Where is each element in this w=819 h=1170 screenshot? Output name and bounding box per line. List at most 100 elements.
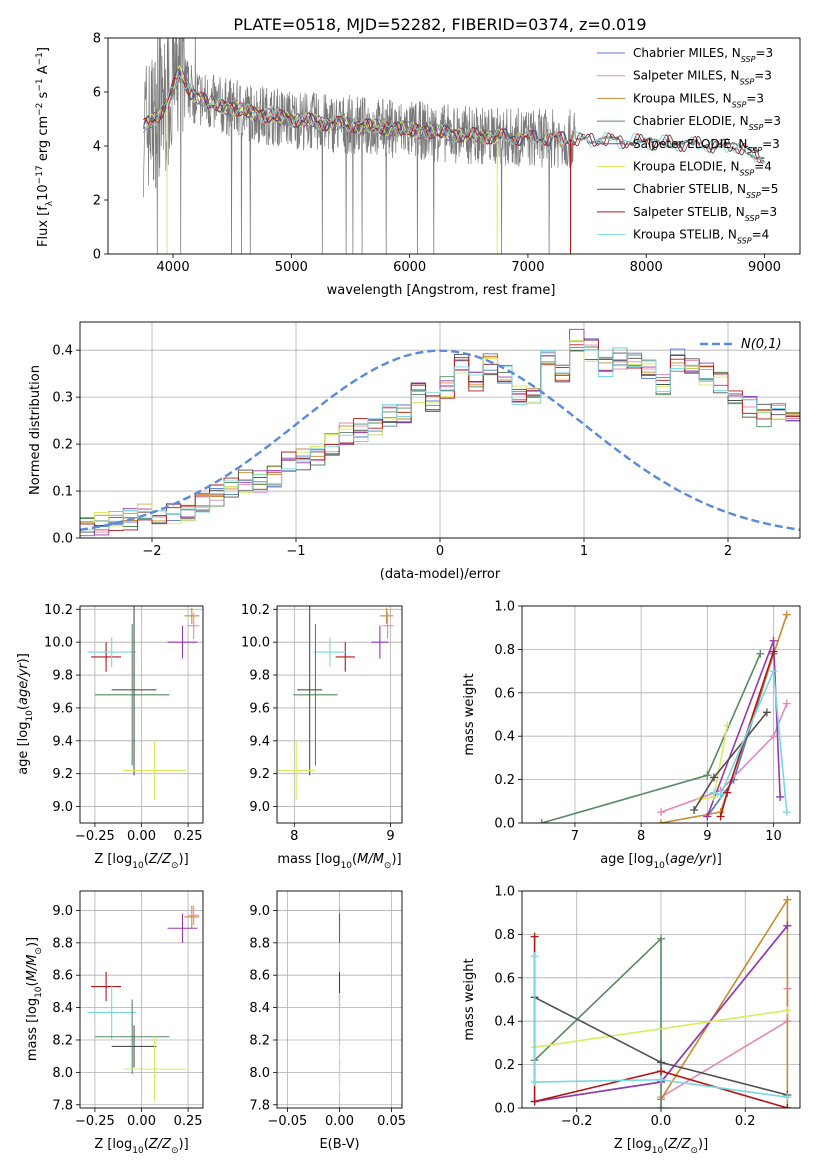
legend-entry: Salpeter STELIB, NSSP=3 bbox=[633, 205, 777, 223]
y-tick-label: 9.6 bbox=[249, 701, 270, 716]
data-point-marker bbox=[769, 732, 778, 741]
y-tick-label: 9.2 bbox=[52, 767, 73, 782]
x-axis-label: mass [log10(M/M⊙)] bbox=[277, 852, 401, 871]
y-tick-label: 0.6 bbox=[494, 971, 515, 986]
y-tick-label: 9.4 bbox=[249, 734, 270, 749]
y-tick-label: 0.0 bbox=[494, 1102, 515, 1117]
axes-frame bbox=[521, 890, 801, 1109]
y-tick-label: 2 bbox=[93, 194, 101, 209]
data-point-marker bbox=[723, 788, 732, 797]
legend-entry: Kroupa MILES, NSSP=3 bbox=[633, 91, 764, 109]
x-tick-label: 0.0 bbox=[651, 1114, 672, 1129]
x-tick-label: 5000 bbox=[275, 260, 308, 275]
y-axis-label: Normed distribution bbox=[28, 365, 43, 495]
y-tick-label: 0.2 bbox=[494, 773, 515, 788]
y-tick-label: 0.1 bbox=[52, 485, 73, 500]
x-tick-label: 1 bbox=[580, 544, 588, 559]
x-tick-label: −0.05 bbox=[267, 1114, 307, 1129]
data-point-marker bbox=[783, 1093, 792, 1102]
plot-area bbox=[537, 610, 791, 823]
y-tick-label: 10.2 bbox=[44, 603, 73, 618]
data-point-marker bbox=[769, 667, 778, 676]
x-tick-label: 0 bbox=[436, 544, 444, 559]
x-tick-label: 0.00 bbox=[127, 1114, 156, 1129]
y-axis-label: Flux [fλ10−17 erg cm−2 s−1 A−1] bbox=[35, 47, 55, 247]
plot-area bbox=[530, 895, 792, 1108]
data-point-marker bbox=[657, 934, 665, 943]
x-axis-label: Z [log10(Z/Z⊙)] bbox=[94, 1137, 188, 1156]
data-point-marker bbox=[657, 819, 665, 823]
x-axis-label: Z [log10(Z/Z⊙)] bbox=[614, 1137, 708, 1156]
series-line-kroupa-elodie bbox=[534, 1009, 788, 1048]
y-tick-label: 9.0 bbox=[249, 904, 270, 919]
histogram-chabrier-elodie bbox=[80, 346, 800, 527]
x-axis-label: wavelength [Angstrom, rest frame] bbox=[327, 283, 556, 298]
model-line-salpeter-stelib bbox=[143, 77, 765, 164]
x-tick-label: 7000 bbox=[511, 260, 544, 275]
x-tick-label: −0.25 bbox=[75, 829, 115, 844]
x-tick-label: 4000 bbox=[157, 260, 190, 275]
data-point-marker bbox=[537, 819, 546, 823]
x-tick-label: 0.25 bbox=[174, 1114, 203, 1129]
x-axis-label: Z [log10(Z/Z⊙)] bbox=[94, 852, 188, 871]
axes-frame bbox=[107, 37, 801, 255]
data-point-marker bbox=[530, 932, 539, 941]
data-point-marker bbox=[782, 808, 791, 817]
data-point-marker bbox=[530, 1097, 539, 1106]
y-tick-label: 8.0 bbox=[249, 1066, 270, 1081]
y-tick-label: 8.2 bbox=[249, 1033, 270, 1048]
y-tick-label: 7.8 bbox=[52, 1098, 73, 1113]
y-tick-label: 8.8 bbox=[52, 936, 73, 951]
data-point-marker bbox=[783, 1104, 792, 1108]
plot-area bbox=[87, 905, 200, 1102]
data-point-marker bbox=[723, 721, 732, 730]
axes-frame bbox=[276, 605, 403, 824]
x-tick-label: 0.25 bbox=[174, 829, 203, 844]
legend-entry: Salpeter MILES, NSSP=3 bbox=[633, 69, 772, 87]
panel-age-vs-mass: 8 9 9.0 9.2 9.4 9.6 9.8 10.0 10.2 mass [log10(M/M… bbox=[241, 603, 403, 871]
y-tick-label: 0.4 bbox=[494, 730, 515, 745]
x-tick-label: 9000 bbox=[748, 260, 781, 275]
y-tick-label: 0.4 bbox=[494, 1015, 515, 1030]
plot-area bbox=[87, 606, 200, 800]
y-tick-label: 1.0 bbox=[494, 600, 515, 615]
data-point-marker bbox=[657, 808, 665, 817]
x-tick-label: 10 bbox=[765, 829, 782, 844]
histogram-kroupa-stelib bbox=[80, 340, 800, 531]
y-axis-label: mass [log10(M/M⊙)] bbox=[25, 937, 44, 1061]
x-tick-label: 0.00 bbox=[325, 1114, 354, 1129]
y-axis-label: age [log10(age/yr)] bbox=[16, 653, 35, 775]
histogram-kroupa-miles bbox=[80, 347, 800, 522]
series-line-kroupa-stelib bbox=[533, 956, 788, 1098]
axes-frame bbox=[79, 321, 801, 539]
data-point-marker bbox=[690, 805, 699, 814]
data-point-marker bbox=[657, 1058, 665, 1067]
model-line-kroupa-stelib bbox=[143, 74, 765, 164]
x-tick-label: 0.2 bbox=[735, 1114, 756, 1129]
series-line-salpeter-miles bbox=[660, 703, 788, 813]
data-point-marker bbox=[716, 812, 725, 821]
x-tick-label: −0.2 bbox=[561, 1114, 593, 1129]
data-point-marker bbox=[756, 649, 765, 658]
axes-frame bbox=[276, 890, 403, 1109]
y-tick-label: 9.8 bbox=[249, 669, 270, 684]
y-tick-label: 0.2 bbox=[52, 438, 73, 453]
histogram-kroupa-elodie bbox=[80, 340, 800, 527]
figure-title: PLATE=0518, MJD=52282, FIBERID=0374, z=0… bbox=[233, 15, 646, 34]
axes-frame bbox=[79, 890, 204, 1109]
legend-entry: Kroupa STELIB, NSSP=4 bbox=[633, 228, 769, 246]
data-point-marker bbox=[783, 921, 792, 930]
y-tick-label: 6 bbox=[93, 86, 101, 101]
y-tick-label: 0.8 bbox=[494, 643, 515, 658]
data-point-marker bbox=[782, 610, 791, 619]
y-tick-label: 9.2 bbox=[249, 767, 270, 782]
panel-residuals: −2 −1 0 1 2 0.0 0.1 0.2 0.3 0.4 N(0,1) (data-model)… bbox=[28, 321, 801, 582]
axes-frame bbox=[79, 605, 204, 824]
panel-mass-vs-Z: −0.25 0.00 0.25 7.8 8.0 8.2 8.4 8.6 8.8 9.0 Z [log… bbox=[25, 890, 204, 1156]
y-tick-label: 0.0 bbox=[52, 532, 73, 547]
data-point-marker bbox=[762, 708, 771, 717]
y-tick-label: 4 bbox=[93, 140, 101, 155]
y-tick-label: 0 bbox=[93, 248, 101, 263]
series-line-kroupa-stelib bbox=[713, 670, 788, 813]
data-point-marker bbox=[709, 788, 718, 797]
